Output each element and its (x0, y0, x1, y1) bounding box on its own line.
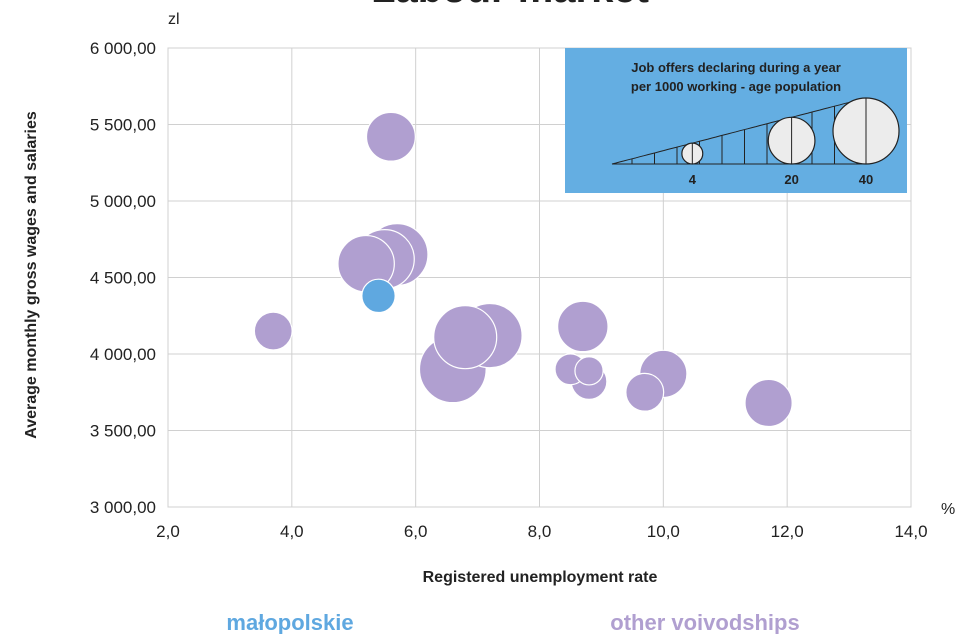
bubble-voivodship (433, 305, 498, 370)
y-unit-label: zl (168, 11, 180, 28)
size-legend-title: Job offers declaring during a year (631, 60, 841, 75)
y-axis-title: Average monthly gross wages and salaries (23, 111, 40, 439)
y-tick-label: 3 000,00 (90, 498, 156, 517)
y-tick-label: 5 000,00 (90, 192, 156, 211)
tick-labels: 2,0 4,0 6,0 8,0 10,0 12,0 14,0 3 000,00 3 500,00… (90, 39, 928, 541)
y-tick-label: 4 500,00 (90, 269, 156, 288)
bubble-voivodship (744, 378, 793, 428)
size-legend-label: 40 (859, 172, 873, 187)
bubble-voivodship (574, 356, 604, 386)
bubble-voivodship (253, 311, 293, 351)
x-tick-label: 10,0 (647, 522, 680, 541)
y-tick-label: 3 500,00 (90, 422, 156, 441)
x-tick-label: 12,0 (771, 522, 804, 541)
x-tick-label: 4,0 (280, 522, 304, 541)
x-tick-label: 8,0 (528, 522, 552, 541)
y-tick-label: 5 500,00 (90, 116, 156, 135)
legend-entry-other-voivodships: other voivodships (610, 610, 799, 634)
bubble-voivodship (625, 372, 665, 412)
y-tick-label: 4 000,00 (90, 345, 156, 364)
size-legend-title: per 1000 working - age population (631, 79, 841, 94)
bubble-malopolskie (361, 278, 396, 314)
bubble-voivodship (557, 300, 609, 353)
size-legend-wedge (611, 97, 867, 165)
y-tick-label: 6 000,00 (90, 39, 156, 58)
x-tick-label: 14,0 (894, 522, 927, 541)
x-unit-label: % (941, 501, 955, 518)
bubbles (253, 111, 793, 428)
size-legend-label: 20 (784, 172, 798, 187)
x-tick-label: 6,0 (404, 522, 428, 541)
chart-title: Labour market (371, 0, 649, 11)
x-axis-title: Registered unemployment rate (423, 569, 658, 586)
size-legend-label: 4 (689, 172, 697, 187)
bubble-voivodship (365, 111, 416, 162)
x-tick-label: 2,0 (156, 522, 180, 541)
legend-entry-malopolskie: małopolskie (226, 610, 353, 634)
size-legend: Job offers declaring during a year per 10… (565, 48, 907, 193)
